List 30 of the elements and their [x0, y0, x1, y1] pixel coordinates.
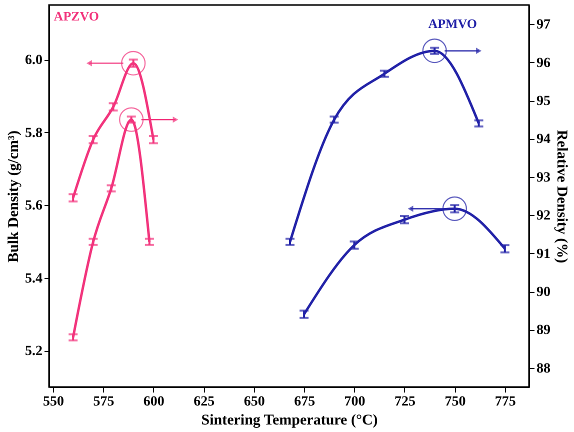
- y2-tick-label: 90: [536, 285, 550, 300]
- y-tick-label: 5.8: [25, 126, 42, 141]
- x-tick-label: 600: [143, 394, 164, 410]
- y2-tick-label: 89: [536, 323, 550, 338]
- y2-tick-label: 93: [536, 170, 550, 186]
- x-tick-label: 775: [494, 394, 516, 410]
- x-tick-label: 725: [394, 394, 416, 410]
- x-tick-label: 625: [194, 394, 215, 410]
- x-axis-title: Sintering Temperature (°C): [201, 412, 378, 428]
- y-tick-label: 5.4: [25, 271, 42, 286]
- y2-tick-label: 97: [536, 18, 550, 33]
- y-tick-label: 6.0: [25, 53, 42, 68]
- y2-tick-label: 91: [536, 246, 550, 262]
- x-tick-label: 575: [93, 394, 114, 410]
- x-tick-label: 675: [294, 394, 316, 410]
- y2-tick-label: 94: [536, 132, 550, 148]
- x-tick-label: 750: [444, 394, 466, 410]
- y2-tick-label: 95: [536, 94, 550, 109]
- y-tick-label: 5.2: [25, 344, 42, 360]
- x-tick-label: 550: [43, 394, 64, 410]
- y2-tick-label: 96: [536, 56, 550, 71]
- annotation: APZVO: [54, 8, 100, 24]
- x-tick-label: 700: [344, 394, 366, 410]
- y2-tick-label: 92: [536, 208, 550, 224]
- y-tick-label: 5.6: [25, 198, 42, 214]
- annotation: APMVO: [428, 16, 478, 32]
- y2-tick-label: 88: [536, 361, 550, 376]
- y-axis-title: Bulk Density (g/cm³): [6, 130, 22, 262]
- y2-axis-title: Relative Density (%): [554, 130, 570, 264]
- x-tick-label: 650: [244, 394, 265, 410]
